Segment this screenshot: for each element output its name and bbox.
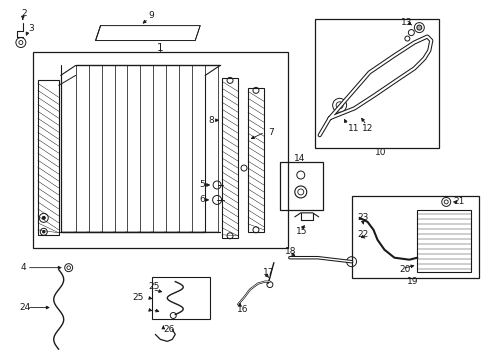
Text: 2: 2 bbox=[21, 9, 26, 18]
Text: 5: 5 bbox=[199, 180, 204, 189]
Text: 21: 21 bbox=[452, 197, 464, 206]
Bar bbox=[351, 196, 478, 278]
Text: 15: 15 bbox=[295, 227, 307, 236]
Text: 25: 25 bbox=[148, 282, 160, 291]
Bar bbox=[416, 210, 470, 272]
Text: 4: 4 bbox=[21, 263, 26, 272]
Text: 9: 9 bbox=[148, 11, 154, 20]
Text: 24: 24 bbox=[19, 303, 30, 312]
Text: 26: 26 bbox=[163, 325, 174, 334]
Text: 12: 12 bbox=[361, 124, 372, 133]
Text: 20: 20 bbox=[399, 265, 410, 274]
Text: 19: 19 bbox=[407, 277, 418, 286]
Bar bbox=[314, 19, 438, 148]
Circle shape bbox=[416, 25, 421, 30]
Text: 6: 6 bbox=[199, 195, 204, 204]
Text: 25: 25 bbox=[132, 293, 143, 302]
Bar bbox=[222, 78, 238, 238]
Text: 22: 22 bbox=[357, 230, 368, 239]
Bar bbox=[279, 162, 322, 210]
Text: 23: 23 bbox=[357, 213, 368, 222]
Circle shape bbox=[42, 216, 45, 219]
Bar bbox=[33, 53, 287, 248]
Text: 10: 10 bbox=[374, 148, 385, 157]
Text: 17: 17 bbox=[263, 268, 274, 277]
Text: 13: 13 bbox=[401, 18, 412, 27]
Text: 1: 1 bbox=[157, 42, 163, 53]
Circle shape bbox=[42, 231, 45, 233]
Bar bbox=[152, 276, 210, 319]
Text: 3: 3 bbox=[28, 24, 34, 33]
Text: 8: 8 bbox=[208, 116, 213, 125]
Text: 14: 14 bbox=[293, 154, 305, 163]
Text: 16: 16 bbox=[237, 305, 248, 314]
Bar bbox=[247, 88, 264, 232]
Text: 11: 11 bbox=[347, 124, 358, 133]
Text: 7: 7 bbox=[267, 128, 273, 137]
Text: 18: 18 bbox=[285, 247, 296, 256]
Bar bbox=[38, 80, 59, 235]
